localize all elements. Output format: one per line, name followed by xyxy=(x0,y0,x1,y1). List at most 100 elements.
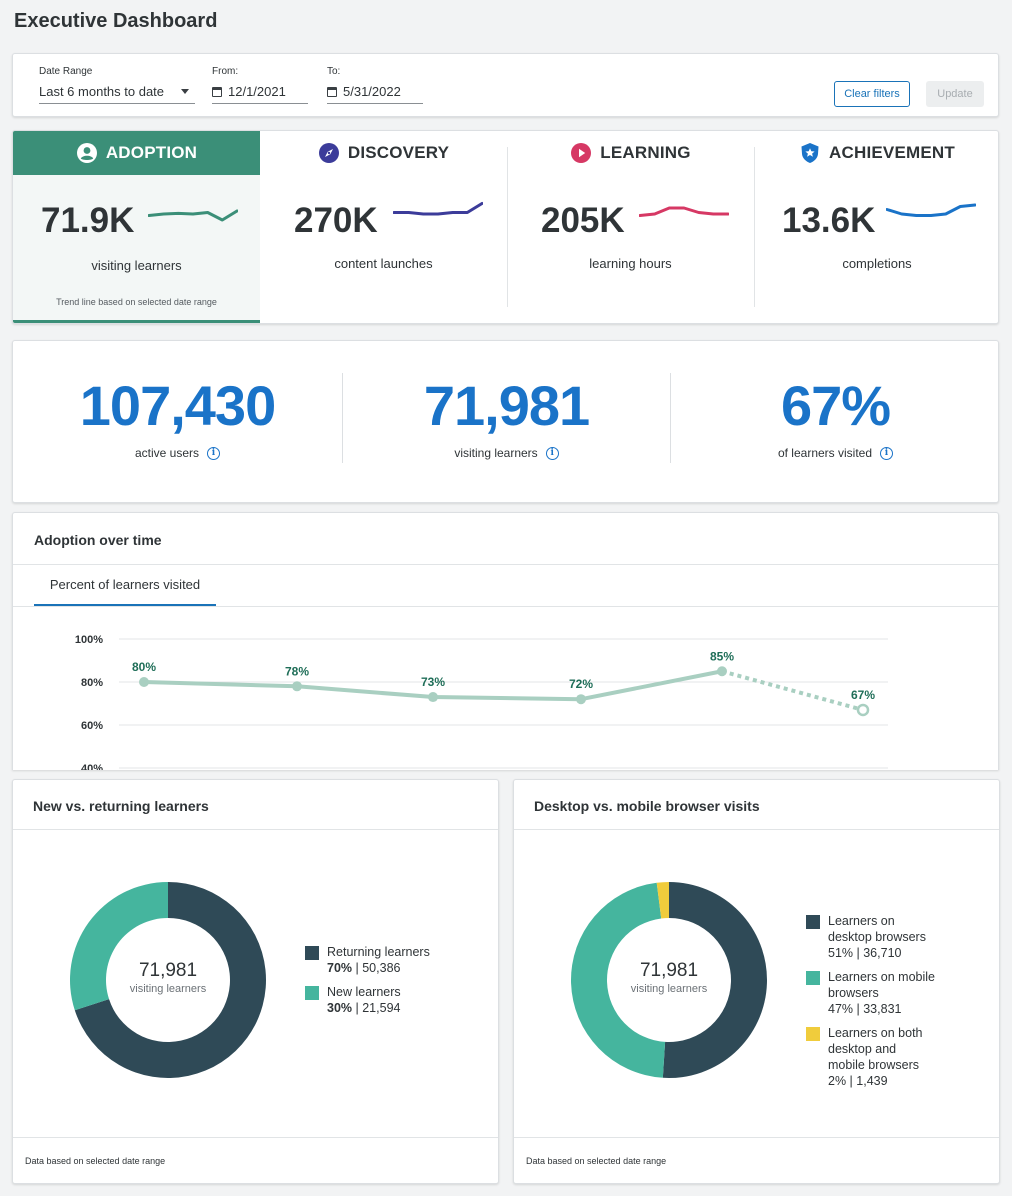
tab-adoption[interactable]: ADOPTION 71.9K visiting learners Trend l… xyxy=(13,131,260,323)
legend: Returning learners 70% | 50,386 New lear… xyxy=(305,944,430,1024)
tab-discovery[interactable]: DISCOVERY 270K content launches xyxy=(260,131,507,323)
adoption-value: 71.9K xyxy=(41,201,135,240)
date-range-group: Date Range Last 6 months to date xyxy=(39,66,195,104)
donut-slice xyxy=(656,882,669,919)
compass-icon xyxy=(318,142,340,164)
legend-name: Learners on both desktop and mobile brow… xyxy=(828,1026,923,1072)
divider xyxy=(514,829,999,830)
adoption-label: visiting learners xyxy=(91,258,182,273)
update-button[interactable]: Update xyxy=(926,81,984,107)
stat-label-row: visiting learners i xyxy=(342,446,671,460)
play-icon xyxy=(570,142,592,164)
adoption-sparkline xyxy=(148,209,238,222)
from-date-input[interactable]: 12/1/2021 xyxy=(212,80,308,104)
to-date-value: 5/31/2022 xyxy=(343,84,401,99)
donut-chart xyxy=(571,882,767,1078)
data-label: 72% xyxy=(569,677,593,691)
tab-achievement[interactable]: ACHIEVEMENT 13.6K completions xyxy=(754,131,998,323)
divider xyxy=(13,606,998,607)
data-point xyxy=(428,692,438,703)
donut-center: 71,981 visiting learners xyxy=(569,960,769,995)
sparkline-path xyxy=(148,209,238,222)
legend-item: Returning learners 70% | 50,386 xyxy=(305,944,430,976)
divider xyxy=(754,147,755,307)
tab-learning-header: LEARNING xyxy=(507,131,754,175)
active-tab-indicator xyxy=(13,320,260,323)
data-label: 80% xyxy=(132,660,156,674)
info-icon[interactable]: i xyxy=(545,446,559,460)
from-date-value: 12/1/2021 xyxy=(228,84,286,99)
donut-center-value: 71,981 xyxy=(138,960,198,981)
data-point xyxy=(856,703,870,717)
data-point xyxy=(576,694,586,705)
donut-center: 71,981 visiting learners xyxy=(68,960,268,995)
discovery-sparkline xyxy=(393,202,483,216)
stat-label: visiting learners xyxy=(454,446,538,460)
legend-swatch xyxy=(806,1027,820,1041)
tab-adoption-header: ADOPTION xyxy=(13,131,260,175)
y-tick-label: 40% xyxy=(81,763,103,770)
user-circle-icon xyxy=(76,142,98,164)
legend-percent: 70% xyxy=(327,961,353,975)
section-title: New vs. returning learners xyxy=(33,798,209,814)
legend-name: Learners on mobile browsers xyxy=(828,970,936,1000)
tab-learning-title: LEARNING xyxy=(600,143,691,162)
stat-label-row: active users i xyxy=(13,446,342,460)
page-title: Executive Dashboard xyxy=(14,10,218,32)
tab-learning[interactable]: LEARNING 205K learning hours xyxy=(507,131,754,323)
legend-count: 36,710 xyxy=(863,946,902,960)
legend-name: Returning learners xyxy=(327,945,430,959)
donut-center-label: visiting learners xyxy=(129,983,207,995)
legend-percent: 2% xyxy=(828,1074,847,1088)
footer-note: Data based on selected date range xyxy=(526,1156,667,1166)
achievement-value: 13.6K xyxy=(782,201,876,240)
discovery-value: 270K xyxy=(294,201,378,240)
legend-swatch xyxy=(806,971,820,985)
clear-filters-button[interactable]: Clear filters xyxy=(834,81,910,107)
divider xyxy=(13,1137,498,1138)
tab-percent-visited[interactable]: Percent of learners visited xyxy=(34,565,216,607)
date-range-select[interactable]: Last 6 months to date xyxy=(39,80,195,104)
footer-note: Data based on selected date range xyxy=(25,1156,166,1166)
desktop-vs-mobile-card: Desktop vs. mobile browser visits 71,981… xyxy=(513,779,1000,1184)
data-label: 73% xyxy=(421,675,445,689)
stat-label: of learners visited xyxy=(777,446,873,460)
stat-value: 67% xyxy=(780,374,891,437)
legend-item: Learners on both desktop and mobile brow… xyxy=(806,1025,936,1089)
legend-count: 1,439 xyxy=(856,1074,888,1088)
legend-value: 51% | 36,710 xyxy=(828,946,902,960)
divider xyxy=(13,829,498,830)
to-date-input[interactable]: 5/31/2022 xyxy=(327,80,423,104)
stat-label-row: of learners visited i xyxy=(671,446,1000,460)
legend-item: Learners on mobile browsers 47% | 33,831 xyxy=(806,969,936,1017)
divider xyxy=(670,373,671,463)
tab-achievement-title: ACHIEVEMENT xyxy=(829,143,955,162)
trend-note: Trend line based on selected date range xyxy=(56,297,217,307)
legend-value: 30% | 21,594 xyxy=(327,1001,401,1015)
donut-slice xyxy=(74,882,266,1078)
donut-chart xyxy=(69,882,266,1078)
to-date-group: To: 5/31/2022 xyxy=(327,66,423,104)
adoption-over-time-card: Adoption over time Percent of learners v… xyxy=(12,512,999,770)
legend-name: New learners xyxy=(327,985,401,999)
section-title: Desktop vs. mobile browser visits xyxy=(534,798,760,814)
tab-achievement-header: ACHIEVEMENT xyxy=(754,131,998,175)
data-point xyxy=(292,681,302,692)
donut-slice xyxy=(69,882,168,1011)
stat-label: active users xyxy=(134,446,200,460)
info-icon[interactable]: i xyxy=(207,446,221,460)
legend-percent: 47% xyxy=(828,1002,854,1016)
legend-count: 33,831 xyxy=(863,1002,902,1016)
legend-percent: 51% xyxy=(828,946,854,960)
stat-value: 71,981 xyxy=(423,374,590,437)
tab-adoption-title: ADOPTION xyxy=(105,143,198,162)
tab-discovery-header: DISCOVERY xyxy=(260,131,507,175)
stat-value: 107,430 xyxy=(79,374,276,437)
info-icon[interactable]: i xyxy=(880,446,894,460)
divider xyxy=(514,1137,999,1138)
donut-center-label: visiting learners xyxy=(630,983,708,995)
projected-line xyxy=(721,669,864,712)
from-date-group: From: 12/1/2021 xyxy=(212,66,308,104)
calendar-icon xyxy=(212,86,222,97)
data-label: 67% xyxy=(851,688,875,702)
